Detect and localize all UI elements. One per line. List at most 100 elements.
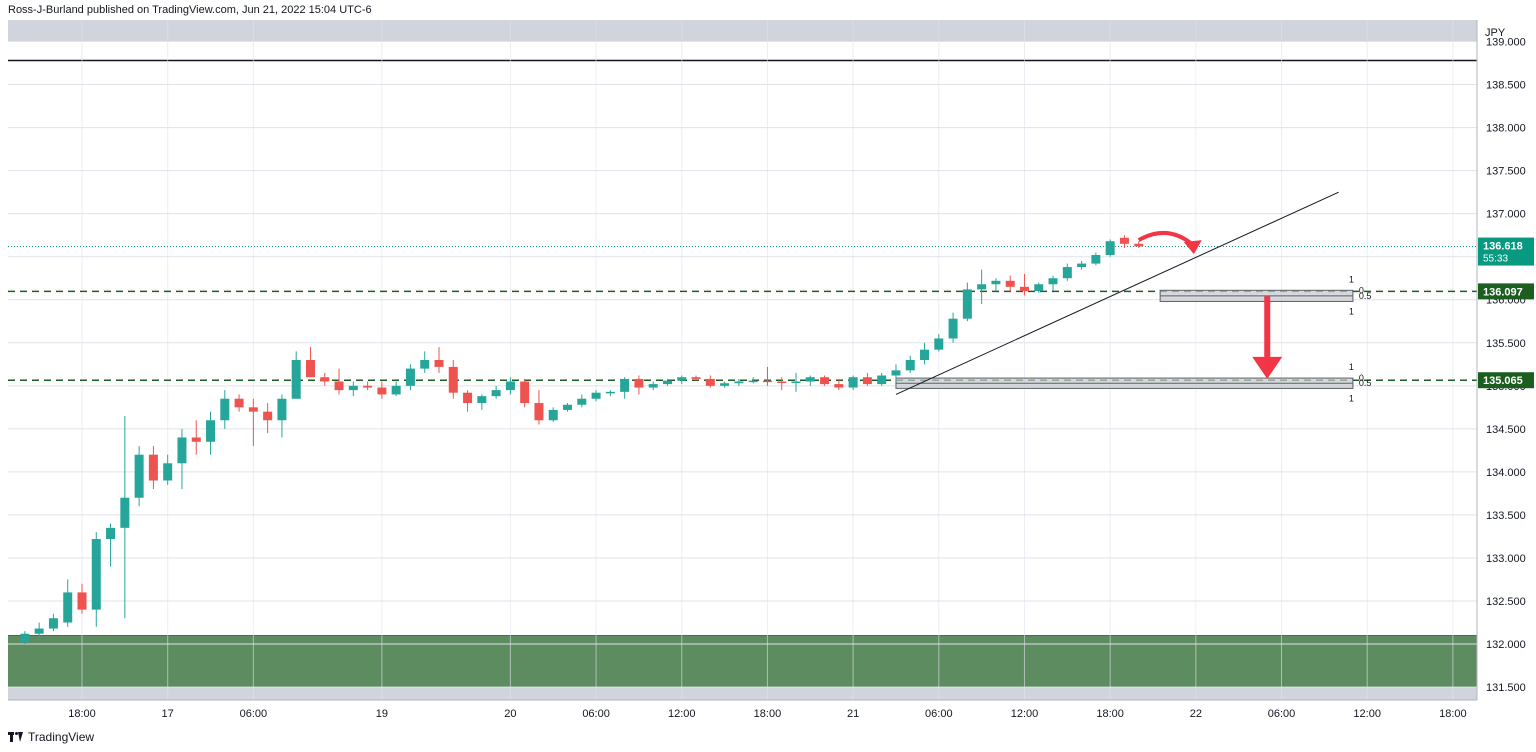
candle-body: [77, 592, 87, 610]
candle-body: [962, 289, 972, 319]
candle-body: [834, 384, 844, 388]
candle-body: [63, 592, 73, 623]
x-tick-label: 06:00: [1268, 708, 1296, 720]
y-tick-label: 132.500: [1486, 596, 1526, 608]
candle-body: [977, 284, 987, 290]
candle-body: [448, 366, 458, 393]
x-tick-label: 06:00: [582, 708, 610, 720]
current-price-label: 136.618: [1483, 241, 1523, 253]
current-price-badge: [1478, 237, 1534, 266]
candle-body: [563, 404, 573, 410]
x-tick-label: 21: [847, 708, 859, 720]
fib-label-half: 0.5: [1359, 378, 1372, 388]
candle-body: [820, 377, 830, 385]
candle-body: [705, 378, 715, 386]
x-tick-label: 22: [1190, 708, 1202, 720]
fib-label-zero: 0: [1359, 285, 1364, 295]
candle-body: [634, 378, 644, 388]
candle-body: [862, 377, 872, 385]
candle-body: [1005, 280, 1015, 287]
candle-body: [691, 377, 701, 379]
x-tick-label: 18:00: [1439, 708, 1467, 720]
candle-body: [877, 375, 887, 385]
candle-body: [648, 384, 658, 388]
candle-body: [791, 381, 801, 384]
y-tick-label: 133.000: [1486, 553, 1526, 565]
support-zone: [8, 635, 1477, 688]
fib-label-top: 1: [1349, 362, 1354, 372]
footer: TradingView: [8, 730, 94, 744]
candle-body: [134, 454, 144, 498]
y-tick-label: 132.000: [1486, 639, 1526, 651]
fib-label-zero: 0: [1359, 373, 1364, 383]
y-tick-label: 133.500: [1486, 510, 1526, 522]
candle-body: [891, 370, 901, 376]
candle-body: [534, 403, 544, 421]
candle-body: [620, 378, 630, 392]
fib-label-bottom: 1: [1349, 306, 1354, 316]
x-tick-label: 06:00: [240, 708, 268, 720]
candle-body: [391, 385, 401, 395]
candle-body: [591, 392, 601, 399]
x-tick-label: 20: [504, 708, 516, 720]
candle-body: [920, 349, 930, 360]
y-tick-label: 131.500: [1486, 682, 1526, 694]
candle-body: [577, 398, 587, 405]
candle-body: [106, 527, 116, 540]
candle-body: [1105, 241, 1115, 255]
level-price-label: 136.097: [1483, 286, 1523, 298]
candle-body: [348, 385, 358, 391]
level-price-badge: [1478, 283, 1534, 300]
x-tick-label: 12:00: [1353, 708, 1381, 720]
x-tick-label: 12:00: [668, 708, 696, 720]
x-tick-label: 18:00: [68, 708, 96, 720]
publisher-attribution: Ross-J-Burland published on TradingView.…: [8, 4, 372, 16]
candle-body: [934, 338, 944, 350]
down-arrow-head: [1252, 356, 1283, 379]
candle-body: [520, 381, 530, 404]
y-tick-label: 139.000: [1486, 37, 1526, 49]
candle-body: [206, 420, 216, 442]
candle-body: [248, 407, 258, 412]
candle-body: [405, 368, 415, 386]
x-tick-label: 19: [376, 708, 388, 720]
x-tick-label: 17: [162, 708, 174, 720]
y-tick-label: 138.000: [1486, 123, 1526, 135]
candle-body: [320, 377, 330, 382]
candle-body: [263, 411, 273, 421]
candle-body: [748, 380, 758, 383]
candle-body: [720, 383, 730, 386]
y-tick-label: 137.000: [1486, 209, 1526, 221]
x-tick-label: 12:00: [1011, 708, 1039, 720]
candle-body: [163, 463, 173, 481]
candle-body: [291, 360, 301, 399]
candle-body: [477, 396, 487, 404]
candle-body: [762, 380, 772, 383]
x-tick-label: 18:00: [1096, 708, 1124, 720]
grid: [8, 20, 1477, 700]
level-price-label: 135.065: [1483, 375, 1523, 387]
candle-body: [777, 381, 787, 384]
tradingview-logo-icon: [8, 732, 24, 742]
candle-body: [463, 392, 473, 404]
candle-body: [1119, 237, 1129, 244]
candle-body: [220, 398, 230, 421]
y-tick-label: 134.000: [1486, 467, 1526, 479]
x-tick-label: 06:00: [925, 708, 953, 720]
candle-body: [1034, 284, 1044, 292]
candle-body: [505, 381, 515, 391]
candle-body: [377, 387, 387, 395]
candle-body: [148, 454, 158, 481]
down-arrow-shaft: [1264, 296, 1271, 359]
candles-layer: [20, 235, 1144, 645]
candle-body: [677, 377, 687, 381]
candle-body: [905, 360, 915, 371]
candle-body: [991, 280, 1001, 285]
candle-body: [491, 390, 501, 397]
x-tick-label: 18:00: [754, 708, 782, 720]
candle-body: [34, 628, 44, 634]
candle-body: [662, 380, 672, 385]
candle-body: [20, 633, 30, 643]
